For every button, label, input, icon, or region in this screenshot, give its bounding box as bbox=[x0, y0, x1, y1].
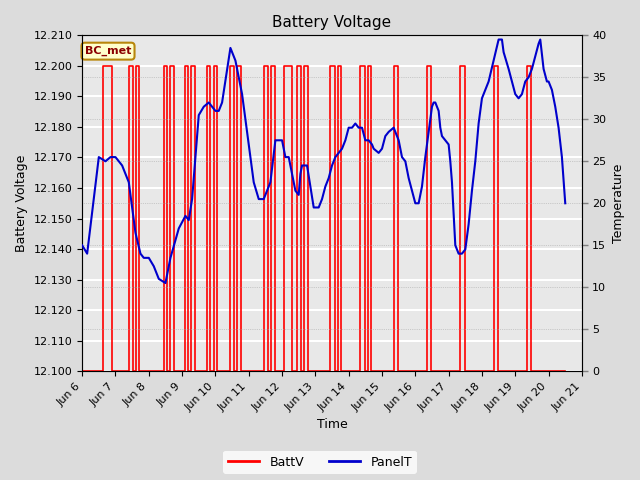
X-axis label: Time: Time bbox=[317, 419, 348, 432]
Legend: BattV, PanelT: BattV, PanelT bbox=[223, 451, 417, 474]
Y-axis label: Temperature: Temperature bbox=[612, 164, 625, 243]
Y-axis label: Battery Voltage: Battery Voltage bbox=[15, 155, 28, 252]
Title: Battery Voltage: Battery Voltage bbox=[273, 15, 392, 30]
Text: BC_met: BC_met bbox=[85, 46, 131, 56]
